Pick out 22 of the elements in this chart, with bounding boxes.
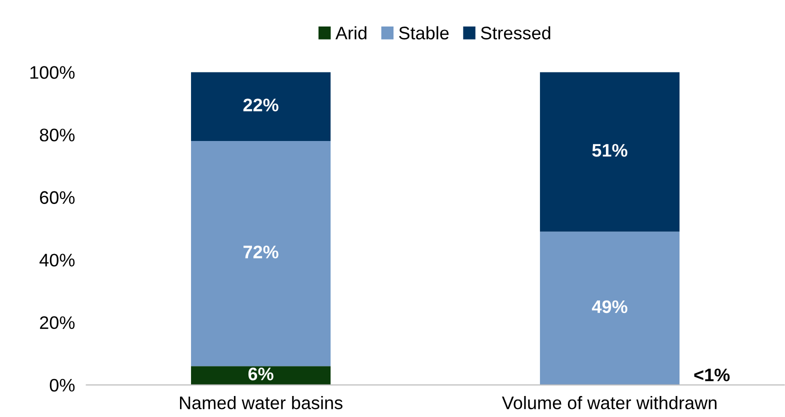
annotation: <1% xyxy=(694,368,730,382)
legend-label: Arid xyxy=(335,26,366,40)
y-tick-label: 100% xyxy=(30,66,75,79)
legend-label: Stable xyxy=(399,26,449,40)
bar xyxy=(540,232,680,385)
bar xyxy=(191,140,331,366)
bar xyxy=(540,72,680,232)
x-tick-label: Volume of water withdrawn xyxy=(502,396,716,410)
data-label: 51% xyxy=(592,144,628,157)
y-tick-label: 0% xyxy=(50,378,75,392)
y-tick-label: 80% xyxy=(40,128,75,142)
legend-label: Stressed xyxy=(480,26,550,40)
x-tick-label: Named water basins xyxy=(180,396,342,410)
y-tick-label: 40% xyxy=(40,254,75,267)
data-label: 72% xyxy=(244,246,278,258)
data-label: 22% xyxy=(243,98,278,112)
data-label: 49% xyxy=(592,300,628,314)
y-tick-label: 60% xyxy=(40,191,75,204)
bar xyxy=(191,366,331,385)
data-label: 6% xyxy=(248,368,274,380)
bar xyxy=(191,72,331,141)
y-tick-label: 20% xyxy=(40,316,75,330)
